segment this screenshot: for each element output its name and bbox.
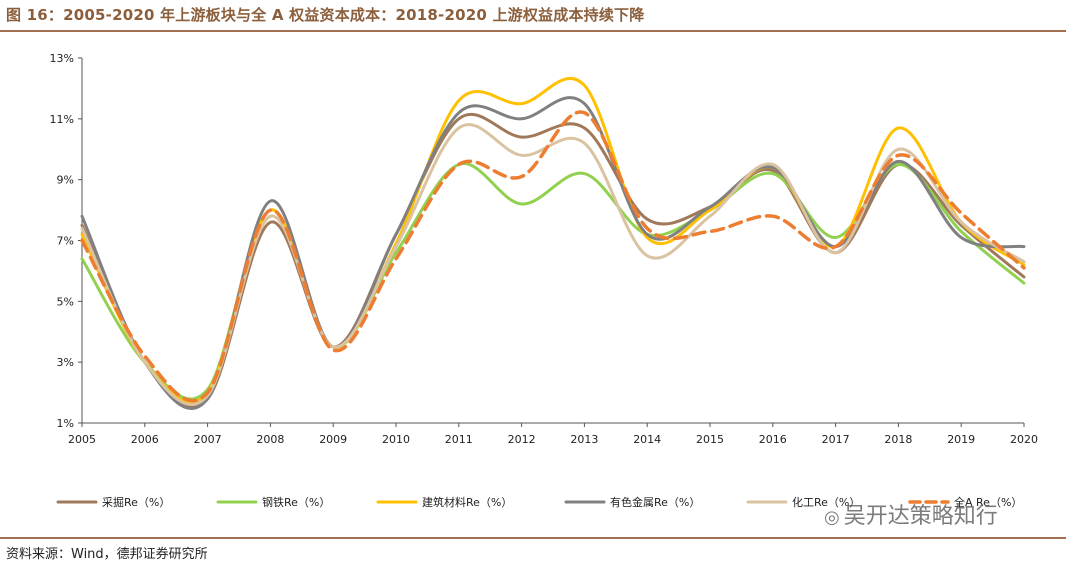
chart-series — [80, 76, 1026, 411]
x-tick-label: 2015 — [696, 433, 724, 446]
x-tick-label: 2005 — [68, 433, 96, 446]
legend-label-1: 采掘Re（%） — [102, 495, 170, 509]
legend-label-2: 钢铁Re（%） — [262, 496, 330, 509]
wechat-icon: ◎ — [824, 507, 840, 528]
series-line-6 — [80, 110, 1026, 403]
series-line-5 — [80, 123, 1026, 407]
chart-legend: 采掘Re（%） 钢铁Re（%） 建筑材料Re（%） 有色金属Re（%） 化工Re（%） 全… — [56, 495, 1022, 509]
y-tick-label: 7% — [57, 235, 74, 248]
x-tick-label: 2012 — [508, 433, 536, 446]
y-tick-label: 11% — [50, 113, 74, 126]
x-tick-label: 2017 — [822, 433, 850, 446]
x-tick-label: 2009 — [319, 433, 347, 446]
x-tick-label: 2007 — [194, 433, 222, 446]
legend-label-4: 有色金属Re（%） — [610, 495, 700, 509]
x-tick-label: 2006 — [131, 433, 159, 446]
bottom-divider — [0, 537, 1066, 539]
top-divider — [0, 30, 1066, 32]
legend-label-6: 全A Re（%） — [954, 495, 1022, 509]
x-tick-label: 2013 — [570, 433, 598, 446]
y-tick-label: 1% — [57, 417, 74, 430]
source-note: 资料来源：Wind，德邦证券研究所 — [6, 547, 208, 562]
y-tick-label: 5% — [57, 295, 74, 308]
x-tick-label: 2008 — [256, 433, 284, 446]
legend-label-3: 建筑材料Re（%） — [422, 495, 512, 509]
x-tick-label: 2011 — [445, 433, 473, 446]
chart-axes: 1% 3% 5% 7% 9% 11% 13% 2005 2006 2007 2008 2009 2010… — [50, 52, 1038, 446]
x-tick-label: 2014 — [633, 433, 661, 446]
x-tick-label: 2016 — [759, 433, 787, 446]
watermark-text: 吴开达策略知行 — [843, 504, 998, 529]
x-tick-label: 2019 — [947, 433, 975, 446]
x-tick-label: 2010 — [382, 433, 410, 446]
y-tick-label: 13% — [50, 52, 74, 65]
figure-title: 图 16：2005-2020 年上游板块与全 A 权益资本成本：2018-202… — [6, 6, 645, 24]
y-tick-label: 9% — [57, 174, 74, 187]
y-tick-label: 3% — [57, 356, 74, 369]
x-tick-label: 2018 — [884, 433, 912, 446]
legend-label-5: 化工Re（%） — [792, 495, 860, 509]
watermark: ◎ 吴开达策略知行 — [824, 498, 998, 530]
x-tick-label: 2020 — [1010, 433, 1038, 446]
